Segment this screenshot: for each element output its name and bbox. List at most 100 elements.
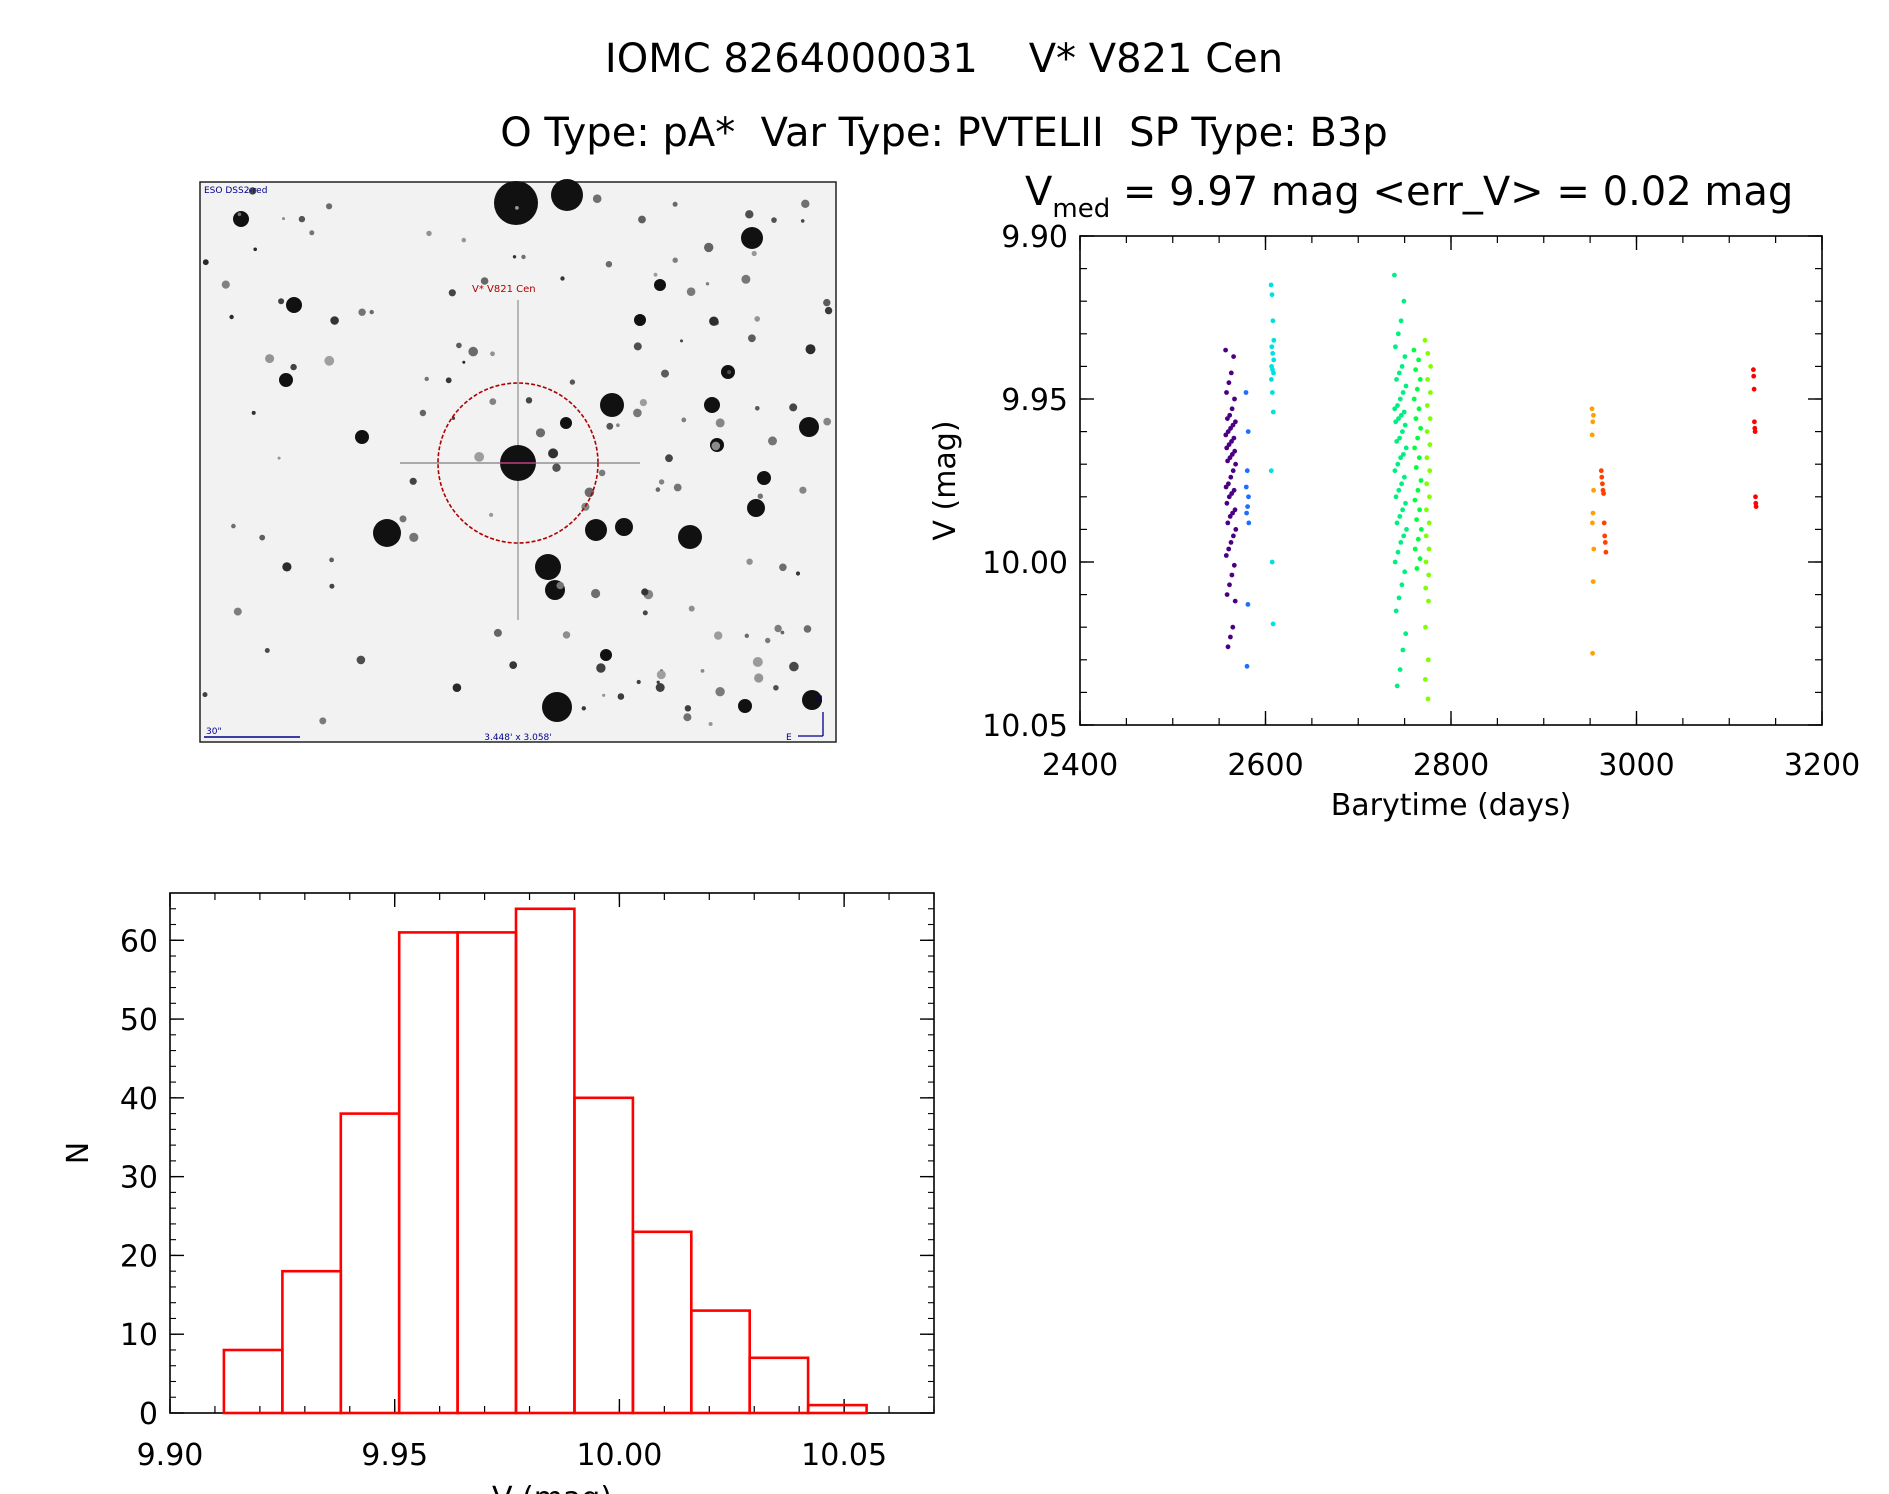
- finder-star: [684, 705, 692, 712]
- histogram-ytick-label: 0: [139, 1397, 158, 1432]
- finder-star: [779, 563, 787, 572]
- lightcurve-point: [1416, 406, 1422, 412]
- finder-star: [789, 661, 799, 672]
- lightcurve-point: [1392, 468, 1398, 474]
- lightcurve-point: [1751, 367, 1756, 373]
- lightcurve-point: [1224, 445, 1230, 451]
- lightcurve-point: [1425, 657, 1431, 663]
- finder-star: [202, 692, 208, 698]
- lightcurve-point: [1590, 579, 1596, 584]
- lightcurve-point: [1424, 403, 1430, 408]
- histogram-ytick-label: 60: [120, 924, 158, 959]
- finder-star: [709, 316, 719, 326]
- lightcurve-point: [1226, 380, 1232, 386]
- finder-star: [259, 534, 266, 541]
- finder-compass-n-label: N: [816, 695, 823, 705]
- finder-star: [683, 713, 692, 722]
- lightcurve-point: [1226, 494, 1232, 500]
- lightcurve-point: [1590, 520, 1595, 526]
- lightcurve-point: [1223, 432, 1229, 438]
- lightcurve-ytick-label: 9.90: [1001, 220, 1068, 255]
- lightcurve-point: [1401, 409, 1407, 415]
- lightcurve-point: [1232, 396, 1237, 402]
- lightcurve-point: [1226, 546, 1232, 552]
- finder-star: [556, 581, 564, 590]
- finder-star: [369, 309, 374, 315]
- lightcurve-point: [1396, 487, 1402, 493]
- lightcurve-point: [1424, 481, 1430, 487]
- finder-star: [653, 272, 658, 277]
- lightcurve-point: [1397, 667, 1403, 672]
- lightcurve-point: [1233, 527, 1239, 532]
- lightcurve-point: [1228, 634, 1233, 640]
- histogram-chart: 9.90 9.95 10.00 10.05 0 10 20 30 40 50 60 V (mag) N: [61, 892, 935, 1494]
- finder-star: [642, 610, 648, 616]
- finder-star: [493, 628, 502, 637]
- lightcurve-point: [1269, 292, 1275, 298]
- finder-star: [780, 630, 785, 635]
- finder-star: [265, 354, 275, 364]
- lightcurve-point: [1413, 367, 1418, 373]
- finder-star: [489, 512, 494, 517]
- finder-star: [535, 554, 561, 580]
- finder-star: [489, 398, 497, 405]
- lightcurve-point: [1269, 377, 1274, 382]
- finder-star: [264, 648, 270, 653]
- finder-star: [494, 181, 538, 225]
- lightcurve-point: [1599, 474, 1605, 480]
- finder-star: [639, 399, 648, 407]
- finder-star: [755, 406, 760, 411]
- histogram-ytick-label: 50: [120, 1003, 158, 1038]
- finder-star: [355, 430, 369, 444]
- lightcurve-point: [1223, 347, 1228, 353]
- lightcurve-point: [1418, 425, 1423, 431]
- finder-star: [461, 237, 467, 243]
- lightcurve-ylabel: V (mag): [928, 420, 963, 540]
- finder-star: [615, 518, 633, 536]
- finder-star: [221, 280, 230, 289]
- lightcurve-point: [1428, 390, 1433, 395]
- lightcurve-point: [1229, 572, 1235, 578]
- page-title: IOMC 8264000031 V* V821 Cen: [605, 36, 1283, 82]
- lightcurve-point: [1591, 487, 1596, 493]
- lightcurve-point: [1225, 458, 1230, 464]
- finder-star: [801, 199, 810, 208]
- finder-star: [560, 417, 572, 429]
- histogram-bar: [689, 1309, 751, 1415]
- lightcurve-point: [1226, 442, 1232, 447]
- finder-star: [451, 416, 456, 420]
- finder-star: [585, 519, 607, 541]
- lightcurve-point: [1227, 582, 1232, 588]
- finder-star: [409, 477, 417, 485]
- lightcurve-point: [1399, 364, 1405, 369]
- finder-star: [426, 230, 432, 237]
- lightcurve-point: [1270, 351, 1276, 356]
- finder-star: [462, 360, 466, 364]
- finder-star: [771, 217, 777, 223]
- lightcurve-ytick-label: 10.05: [982, 709, 1068, 744]
- lightcurve-point: [1427, 494, 1432, 500]
- lightcurve-point: [1426, 546, 1432, 552]
- finder-star: [661, 369, 669, 378]
- finder-compass-e-label: E: [786, 733, 792, 743]
- finder-star: [509, 661, 518, 669]
- finder-star: [678, 525, 702, 549]
- finder-star: [277, 456, 281, 460]
- lightcurve-point: [1223, 553, 1229, 558]
- lightcurve-point: [1589, 406, 1595, 412]
- finder-star: [747, 499, 765, 517]
- finder-star: [754, 673, 764, 683]
- finder-star: [602, 693, 606, 697]
- lightcurve-point: [1413, 416, 1419, 421]
- finder-star: [824, 306, 833, 315]
- lightcurve-point: [1414, 517, 1419, 522]
- finder-star: [741, 274, 751, 284]
- lightcurve-point: [1591, 546, 1597, 552]
- histogram-xtick-label: 9.95: [361, 1438, 428, 1473]
- finder-star: [448, 289, 456, 297]
- lightcurve-xtick-label: 3000: [1598, 748, 1674, 783]
- lightcurve-point: [1403, 631, 1409, 637]
- lightcurve-point: [1231, 533, 1236, 539]
- lightcurve-point: [1394, 439, 1400, 444]
- lightcurve-point: [1401, 533, 1407, 539]
